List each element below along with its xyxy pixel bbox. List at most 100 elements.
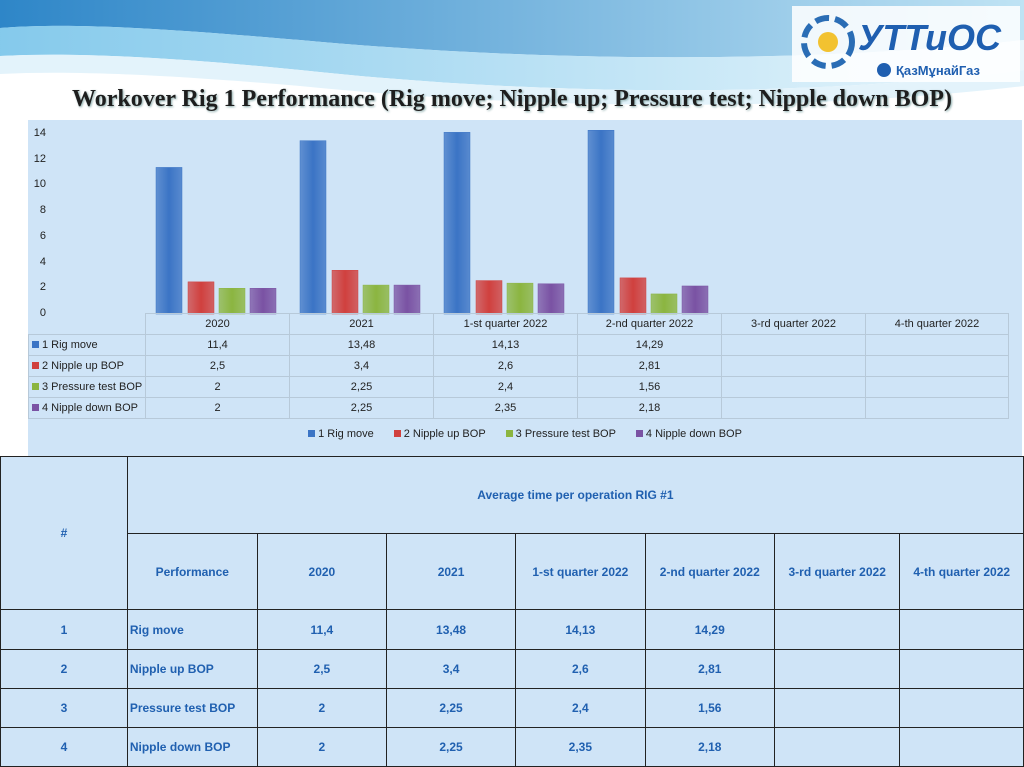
series-swatch (32, 362, 39, 369)
company-logo: УТТиОС ҚазМұнайГаз (792, 6, 1020, 82)
data-label: 2 (145, 397, 290, 419)
category-label: 2020 (145, 313, 290, 335)
svg-text:УТТиОС: УТТиОС (858, 17, 1002, 58)
category-label: 1-st quarter 2022 (433, 313, 578, 335)
table-cell (899, 727, 1024, 767)
row-number: 3 (0, 688, 128, 728)
table-corner (28, 313, 146, 335)
bar-3-pressure-test-bop-0 (218, 288, 246, 315)
table-cell: 2 (256, 727, 387, 767)
hash-header: # (0, 456, 128, 610)
series-name: 2 Nipple up BOP (42, 360, 124, 372)
chart-data-table: 2020 2021 1-st quarter 2022 2-nd quarter 20… (28, 313, 1009, 419)
table-cell: 2,18 (644, 727, 775, 767)
column-header: 3-rd quarter 2022 (773, 533, 901, 610)
row-number: 4 (0, 727, 128, 767)
bar-4-nipple-down-bop-1 (393, 284, 421, 315)
data-label: 2 (145, 376, 290, 398)
bar-4-nipple-down-bop-0 (249, 288, 277, 315)
series-row-label: 2 Nipple up BOP (28, 355, 146, 377)
table-heading: Average time per operation RIG #1 (126, 456, 1024, 534)
series-name: 4 Nipple down BOP (42, 402, 138, 414)
table-cell (899, 609, 1024, 650)
y-tick-label: 0 (39, 307, 46, 319)
category-label: 2021 (289, 313, 434, 335)
bar-1-rig-move-3 (587, 130, 615, 315)
table-cell: 14,29 (644, 609, 775, 650)
table-cell: 2,81 (644, 649, 775, 689)
data-label (865, 355, 1009, 377)
row-number: 1 (0, 609, 128, 650)
y-tick-label: 6 (39, 229, 46, 242)
table-cell: 2,25 (385, 688, 517, 728)
series-swatch (32, 341, 39, 348)
bar-4-nipple-down-bop-3 (681, 285, 709, 315)
category-label: 3-rd quarter 2022 (721, 313, 866, 335)
table-cell: 13,48 (385, 609, 517, 650)
y-tick-label: 14 (33, 127, 46, 139)
table-cell: 2,6 (515, 649, 646, 689)
table-cell (899, 649, 1024, 689)
table-cell: 2,35 (515, 727, 646, 767)
bar-1-rig-move-1 (299, 140, 327, 315)
data-label: 13,48 (289, 334, 434, 356)
legend-item: 2 Nipple up BOP (393, 428, 486, 440)
table-cell: 2,5 (256, 649, 387, 689)
y-tick-label: 8 (39, 204, 46, 217)
table-cell: 3,4 (385, 649, 517, 689)
data-label (865, 334, 1009, 356)
category-label: 2-nd quarter 2022 (577, 313, 722, 335)
data-label: 14,13 (433, 334, 578, 356)
svg-text:ҚазМұнайГаз: ҚазМұнайГаз (896, 63, 981, 78)
table-cell: 14,13 (515, 609, 646, 650)
legend-label: 2 Nipple up BOP (403, 428, 486, 440)
table-cell (773, 688, 901, 728)
legend-item: 3 Pressure test BOP (505, 428, 616, 440)
page-title: Workover Rig 1 Performance (Rig move; Ni… (72, 86, 952, 112)
series-swatch (32, 404, 39, 411)
bar-2-nipple-up-bop-1 (331, 270, 359, 315)
data-label: 14,29 (577, 334, 722, 356)
data-label (721, 376, 866, 398)
table-cell: 1,56 (644, 688, 775, 728)
data-label: 2,81 (577, 355, 722, 377)
chart-panel: 0 2 4 6 8 10 12 14 2020 2021 1-st quarter 2022 2-n… (28, 120, 1022, 458)
legend-swatch (505, 430, 513, 437)
y-tick-label: 12 (33, 152, 46, 165)
data-label: 2,25 (289, 376, 434, 398)
data-label (721, 397, 866, 419)
series-name: 3 Pressure test BOP (42, 381, 143, 393)
operation-name: Nipple down BOP (126, 727, 258, 767)
bar-4-nipple-down-bop-2 (537, 283, 565, 315)
y-tick-label: 4 (39, 255, 46, 268)
series-swatch (32, 383, 39, 390)
data-label: 2,18 (577, 397, 722, 419)
legend-label: 4 Nipple down BOP (645, 428, 742, 440)
legend-item: 1 Rig move (308, 428, 374, 440)
wave-decoration (0, 0, 1024, 105)
column-header: 2021 (385, 533, 517, 610)
operation-name: Nipple up BOP (126, 649, 258, 689)
column-header: 4-th quarter 2022 (899, 533, 1024, 610)
performance-header: Performance (126, 533, 258, 610)
table-cell (773, 727, 901, 767)
bar-area (155, 130, 709, 315)
data-label: 3,4 (289, 355, 434, 377)
operation-name: Pressure test BOP (126, 688, 258, 728)
series-row-label: 1 Rig move (28, 334, 146, 356)
table-cell: 2,4 (515, 688, 646, 728)
data-label (865, 376, 1009, 398)
table-cell (899, 688, 1024, 728)
bar-3-pressure-test-bop-1 (362, 284, 390, 315)
table-cell (773, 609, 901, 650)
bar-1-rig-move-0 (155, 167, 183, 315)
bar-3-pressure-test-bop-3 (650, 293, 678, 315)
column-header: 2-nd quarter 2022 (644, 533, 775, 610)
series-row-label: 4 Nipple down BOP (28, 397, 146, 419)
table-row: 1 Rig move 11,4 13,48 14,13 14,29 (0, 609, 1024, 650)
table-cell (773, 649, 901, 689)
y-tick-label: 10 (33, 178, 46, 191)
data-label: 2,25 (289, 397, 434, 419)
data-label: 1,56 (577, 376, 722, 398)
data-label (721, 334, 866, 356)
